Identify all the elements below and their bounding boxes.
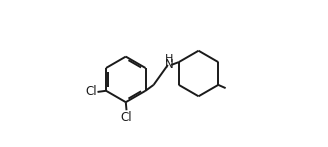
Text: Cl: Cl	[85, 85, 97, 98]
Text: H: H	[165, 54, 174, 64]
Text: N: N	[165, 59, 174, 71]
Text: Cl: Cl	[121, 111, 132, 124]
